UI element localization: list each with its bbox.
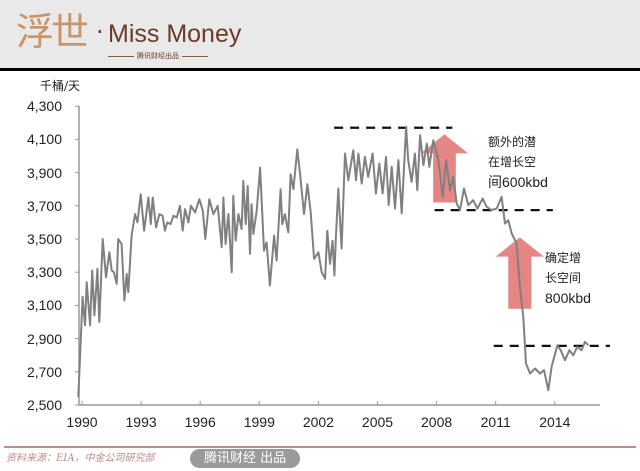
y-tick-label: 2,700 bbox=[26, 363, 62, 380]
annotation-line: 间600kbd bbox=[488, 174, 548, 190]
header-banner: 浮世 · Miss Money 腾讯财经出品 bbox=[0, 0, 640, 71]
y-tick-label: 2,500 bbox=[26, 397, 62, 413]
x-tick-label: 2014 bbox=[539, 414, 571, 430]
annotation-line: 800kbd bbox=[545, 290, 591, 306]
x-tick-label: 1990 bbox=[66, 414, 98, 430]
logo-subtitle: 腾讯财经出品 bbox=[108, 52, 208, 61]
annotation-line: 在增长空 bbox=[488, 155, 537, 169]
y-tick-label: 3,100 bbox=[26, 297, 62, 314]
logo-english: Miss Money bbox=[108, 20, 242, 48]
logo-chinese: 浮世 bbox=[16, 10, 89, 54]
source-note: 资料来源：EIA，中金公司研究部 bbox=[6, 453, 155, 464]
y-tick-label: 3,500 bbox=[26, 231, 62, 247]
annotation-line: 额外的潜 bbox=[488, 135, 537, 149]
x-tick-label: 2008 bbox=[421, 414, 453, 430]
series-line bbox=[77, 125, 589, 397]
annotation-line: 确定增 bbox=[545, 251, 582, 265]
divider bbox=[182, 56, 208, 57]
y-axis-label: 千桶/天 bbox=[40, 79, 81, 93]
y-tick-label: 3,900 bbox=[26, 164, 62, 181]
y-tick-label: 4,100 bbox=[26, 131, 62, 148]
y-tick-label: 2,900 bbox=[26, 330, 62, 347]
x-tick-label: 2002 bbox=[302, 414, 334, 430]
annotation-potential-growth: 额外的潜 在增长空 间600kbd bbox=[488, 132, 548, 192]
x-tick-label: 2011 bbox=[480, 414, 511, 430]
x-tick-label: 1996 bbox=[184, 414, 216, 430]
annotation-confirmed-growth: 确定增 长空间 800kbd bbox=[545, 248, 591, 308]
footer-divider bbox=[4, 446, 636, 448]
watermark-badge: 腾讯财经 出品 bbox=[190, 449, 301, 468]
x-tick-label: 1993 bbox=[125, 414, 157, 430]
x-tick-label: 1999 bbox=[243, 414, 275, 430]
x-tick-label: 2005 bbox=[361, 414, 394, 430]
logo-dot: · bbox=[96, 18, 104, 46]
annotation-line: 长空间 bbox=[545, 271, 582, 285]
y-tick-label: 3,700 bbox=[26, 197, 62, 214]
divider bbox=[108, 56, 134, 57]
y-tick-label: 4,300 bbox=[26, 98, 62, 115]
logo-subtitle-text: 腾讯财经出品 bbox=[137, 52, 179, 60]
y-tick-label: 3,300 bbox=[26, 264, 62, 281]
